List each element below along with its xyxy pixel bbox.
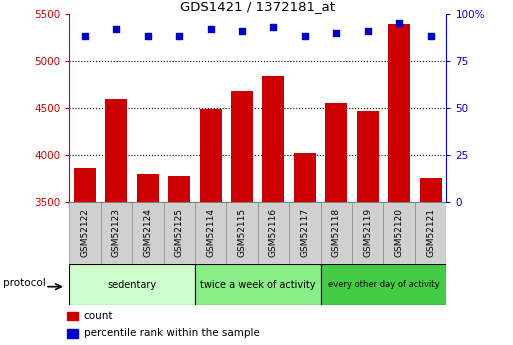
Text: GSM52114: GSM52114	[206, 208, 215, 257]
Point	[332, 30, 341, 35]
Title: GDS1421 / 1372181_at: GDS1421 / 1372181_at	[180, 0, 336, 13]
Bar	[352, 202, 383, 264]
Bar	[132, 202, 164, 264]
Bar	[74, 168, 96, 202]
Bar	[263, 76, 285, 202]
Bar	[420, 178, 442, 202]
Bar	[69, 202, 101, 264]
Bar	[195, 264, 321, 305]
Text: GSM52115: GSM52115	[238, 208, 247, 257]
Text: count: count	[84, 311, 113, 321]
Bar	[383, 202, 415, 264]
Bar	[101, 202, 132, 264]
Bar	[321, 264, 446, 305]
Point	[175, 33, 183, 39]
Bar	[388, 24, 410, 202]
Point	[238, 28, 246, 33]
Bar	[231, 91, 253, 202]
Bar	[321, 202, 352, 264]
Text: protocol: protocol	[4, 278, 46, 287]
Point	[364, 28, 372, 33]
Text: GSM52124: GSM52124	[143, 208, 152, 257]
Text: GSM52117: GSM52117	[301, 208, 309, 257]
Bar	[294, 153, 316, 202]
Bar	[168, 176, 190, 202]
Bar	[67, 312, 78, 321]
Bar	[67, 329, 78, 338]
Bar	[200, 109, 222, 202]
Point	[81, 33, 89, 39]
Text: GSM52121: GSM52121	[426, 208, 435, 257]
Text: percentile rank within the sample: percentile rank within the sample	[84, 328, 260, 338]
Text: every other day of activity: every other day of activity	[328, 280, 439, 289]
Bar	[415, 202, 446, 264]
Point	[426, 33, 435, 39]
Text: GSM52123: GSM52123	[112, 208, 121, 257]
Text: twice a week of activity: twice a week of activity	[200, 280, 315, 289]
Text: GSM52118: GSM52118	[332, 208, 341, 257]
Bar	[289, 202, 321, 264]
Text: sedentary: sedentary	[108, 280, 156, 289]
Bar	[357, 111, 379, 202]
Text: GSM52122: GSM52122	[81, 208, 89, 257]
Point	[269, 24, 278, 30]
Point	[144, 33, 152, 39]
Point	[301, 33, 309, 39]
Bar	[164, 202, 195, 264]
Bar	[258, 202, 289, 264]
Point	[395, 20, 403, 26]
Bar	[325, 103, 347, 202]
Bar	[226, 202, 258, 264]
Bar	[137, 174, 159, 202]
Text: GSM52125: GSM52125	[175, 208, 184, 257]
Point	[207, 26, 215, 32]
Point	[112, 26, 121, 32]
Bar	[69, 264, 195, 305]
Text: GSM52116: GSM52116	[269, 208, 278, 257]
Text: GSM52120: GSM52120	[394, 208, 404, 257]
Text: GSM52119: GSM52119	[363, 208, 372, 257]
Bar	[105, 99, 127, 202]
Bar	[195, 202, 226, 264]
